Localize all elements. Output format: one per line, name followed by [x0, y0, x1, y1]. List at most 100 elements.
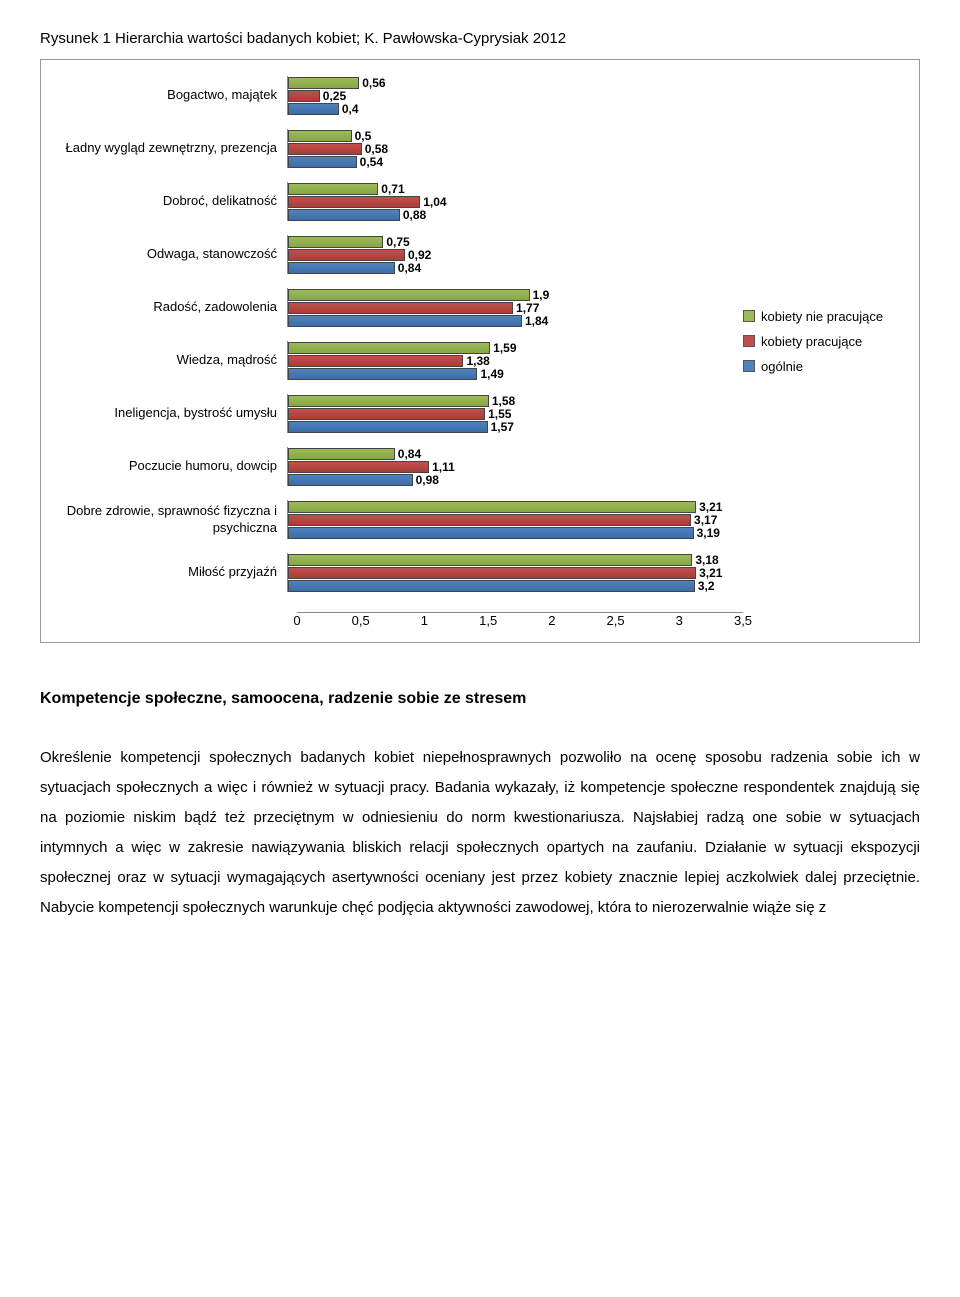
- bar: 0,88: [288, 209, 400, 221]
- figure-caption: Rysunek 1 Hierarchia wartości badanych k…: [40, 30, 920, 47]
- legend-label: kobiety pracujące: [761, 334, 862, 349]
- chart-category: Dobre zdrowie, sprawność fizyczna i psyc…: [57, 500, 733, 539]
- bar-row: 0,98: [288, 473, 733, 486]
- bar-value-label: 3,18: [695, 553, 718, 567]
- bar: 1,59: [288, 342, 490, 354]
- bar-row: 1,57: [288, 420, 733, 433]
- bar: 0,71: [288, 183, 378, 195]
- legend-item: kobiety pracujące: [743, 334, 903, 349]
- bars-group: 0,841,110,98: [287, 447, 733, 486]
- chart-x-axis: 00,511,522,533,5: [297, 612, 743, 634]
- bar: 3,18: [288, 554, 692, 566]
- bars-group: 0,750,920,84: [287, 235, 733, 274]
- bar-row: 1,04: [288, 195, 733, 208]
- bar: 3,21: [288, 501, 696, 513]
- legend-label: ogólnie: [761, 359, 803, 374]
- bar: 0,84: [288, 262, 395, 274]
- chart-category: Poczucie humoru, dowcip0,841,110,98: [57, 447, 733, 486]
- bar-value-label: 0,88: [403, 208, 426, 222]
- bar-value-label: 1,38: [466, 354, 489, 368]
- bar-row: 0,88: [288, 208, 733, 221]
- bar-row: 0,84: [288, 261, 733, 274]
- bars-group: 0,50,580,54: [287, 129, 733, 168]
- bar: 1,38: [288, 355, 463, 367]
- bar: 0,98: [288, 474, 413, 486]
- bar-row: 0,5: [288, 129, 733, 142]
- bars-group: 0,711,040,88: [287, 182, 733, 221]
- bars-group: 1,591,381,49: [287, 341, 733, 380]
- bar-row: 1,55: [288, 407, 733, 420]
- category-label: Poczucie humoru, dowcip: [57, 458, 287, 474]
- legend-item: ogólnie: [743, 359, 903, 374]
- bar-row: 1,38: [288, 354, 733, 367]
- bar-value-label: 1,49: [480, 367, 503, 381]
- bar-row: 1,9: [288, 288, 733, 301]
- bar: 1,57: [288, 421, 488, 433]
- bar-value-label: 1,11: [432, 460, 455, 474]
- bar-row: 0,75: [288, 235, 733, 248]
- bar-value-label: 1,55: [488, 407, 511, 421]
- bar-value-label: 0,25: [323, 89, 346, 103]
- bar: 1,49: [288, 368, 477, 380]
- bar-value-label: 0,71: [381, 182, 404, 196]
- bar-row: 1,49: [288, 367, 733, 380]
- bar-value-label: 1,77: [516, 301, 539, 315]
- bars-group: 0,560,250,4: [287, 76, 733, 115]
- axis-tick-label: 2,5: [607, 613, 625, 628]
- bar-row: 1,59: [288, 341, 733, 354]
- body-paragraph: Określenie kompetencji społecznych badan…: [40, 743, 920, 923]
- bar: 3,21: [288, 567, 696, 579]
- category-label: Dobroć, delikatność: [57, 193, 287, 209]
- bar-value-label: 0,5: [355, 129, 372, 143]
- bar: 0,25: [288, 90, 320, 102]
- bar: 3,2: [288, 580, 695, 592]
- bar-value-label: 1,9: [533, 288, 550, 302]
- bar-row: 3,17: [288, 513, 733, 526]
- chart-category: Wiedza, mądrość1,591,381,49: [57, 341, 733, 380]
- legend-item: kobiety nie pracujące: [743, 309, 903, 324]
- axis-tick-label: 1: [421, 613, 428, 628]
- bar-row: 0,25: [288, 89, 733, 102]
- bar: 1,84: [288, 315, 522, 327]
- bar-row: 0,4: [288, 102, 733, 115]
- bar-value-label: 0,98: [416, 473, 439, 487]
- legend-label: kobiety nie pracujące: [761, 309, 883, 324]
- axis-tick-label: 0,5: [352, 613, 370, 628]
- bar-row: 3,21: [288, 566, 733, 579]
- bar: 0,92: [288, 249, 405, 261]
- chart-category: Miłość przyjaźń3,183,213,2: [57, 553, 733, 592]
- chart-category: Ineligencja, bystrość umysłu1,581,551,57: [57, 394, 733, 433]
- bar-row: 0,84: [288, 447, 733, 460]
- bar-value-label: 0,84: [398, 261, 421, 275]
- bar-row: 1,77: [288, 301, 733, 314]
- bar-value-label: 3,17: [694, 513, 717, 527]
- bar-value-label: 0,58: [365, 142, 388, 156]
- category-label: Radość, zadowolenia: [57, 299, 287, 315]
- bar-value-label: 0,56: [362, 76, 385, 90]
- bar-value-label: 3,21: [699, 500, 722, 514]
- category-label: Wiedza, mądrość: [57, 352, 287, 368]
- bar: 3,17: [288, 514, 691, 526]
- bar-row: 1,58: [288, 394, 733, 407]
- bar-value-label: 3,21: [699, 566, 722, 580]
- legend-swatch: [743, 360, 755, 372]
- bar-value-label: 1,84: [525, 314, 548, 328]
- legend-swatch: [743, 335, 755, 347]
- category-label: Ładny wygląd zewnętrzny, prezencja: [57, 140, 287, 156]
- bars-group: 3,213,173,19: [287, 500, 733, 539]
- bar-row: 0,58: [288, 142, 733, 155]
- bar: 0,54: [288, 156, 357, 168]
- axis-tick-label: 3: [676, 613, 683, 628]
- bar-value-label: 1,59: [493, 341, 516, 355]
- category-label: Ineligencja, bystrość umysłu: [57, 405, 287, 421]
- bars-group: 3,183,213,2: [287, 553, 733, 592]
- bar: 0,5: [288, 130, 352, 142]
- category-label: Bogactwo, majątek: [57, 87, 287, 103]
- bar-row: 0,71: [288, 182, 733, 195]
- bar: 0,84: [288, 448, 395, 460]
- bar-row: 0,54: [288, 155, 733, 168]
- bar-value-label: 1,04: [423, 195, 446, 209]
- bar: 3,19: [288, 527, 694, 539]
- chart-category: Dobroć, delikatność0,711,040,88: [57, 182, 733, 221]
- bar-value-label: 0,4: [342, 102, 359, 116]
